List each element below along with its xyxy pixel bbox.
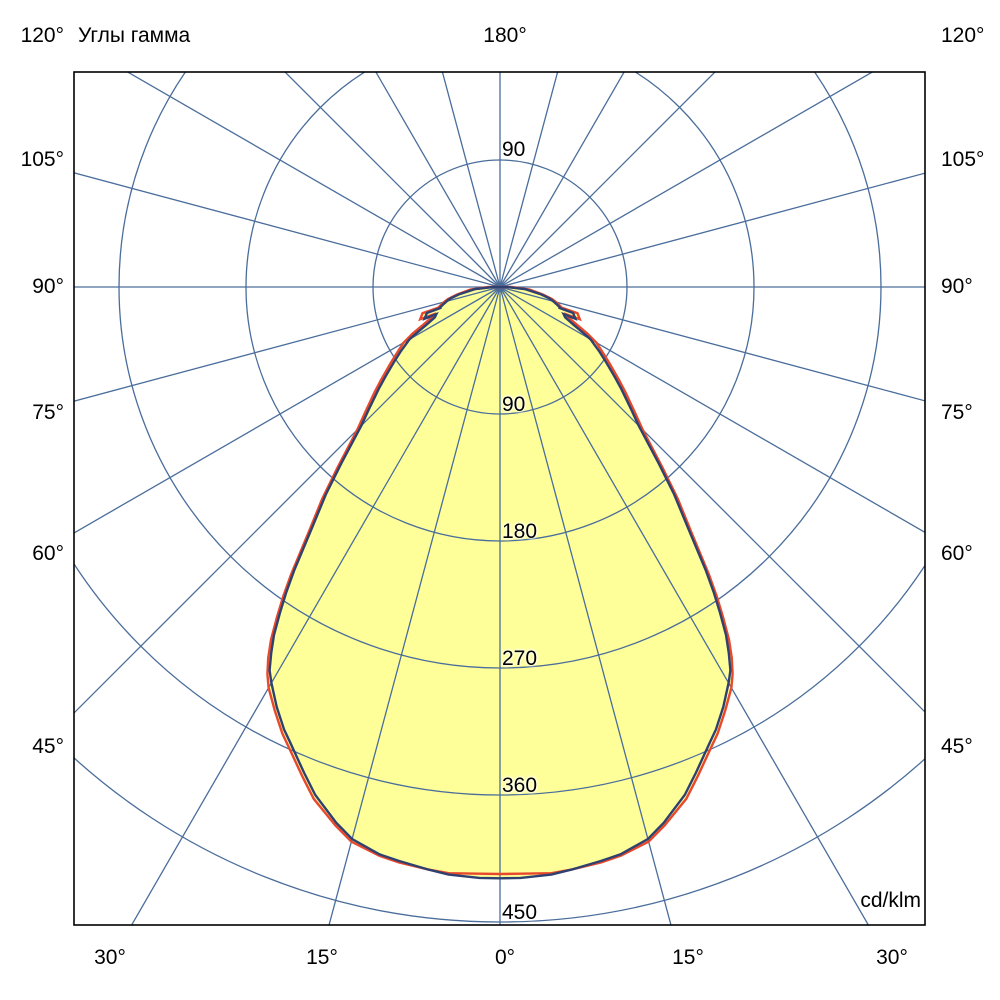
- gamma-ray: [441, 72, 501, 288]
- gamma-label-right-105: 105°: [941, 148, 985, 171]
- gamma-ray: [499, 286, 870, 925]
- gamma-label-top-180: 180°: [483, 24, 527, 47]
- gamma-ray: [126, 72, 501, 288]
- gamma-label-bottom-30L: 30°: [94, 946, 126, 969]
- gamma-label-bottom-0: 0°: [494, 946, 516, 969]
- intensity-curve-plane-C0-180: [266, 285, 734, 876]
- radial-ring-450: [74, 756, 925, 923]
- gamma-ray: [328, 286, 501, 925]
- gamma-label-right-120: 120°: [941, 24, 985, 47]
- ring-value-450: 450: [502, 901, 538, 924]
- gamma-ray: [375, 72, 501, 288]
- gamma-ray: [499, 72, 625, 288]
- intensity-curve-plane-C90-270: [268, 285, 732, 880]
- gamma-ray: [74, 172, 501, 288]
- gamma-ray: [499, 72, 874, 288]
- gamma-ray: [74, 286, 501, 534]
- ring-value-270: 270: [502, 647, 538, 670]
- gamma-label-left-90: 90°: [32, 275, 64, 298]
- gamma-ray: [499, 72, 716, 288]
- gamma-label-left-105: 105°: [20, 148, 64, 171]
- gamma-ray: [499, 286, 925, 713]
- gamma-ray: [130, 286, 501, 925]
- gamma-label-left-60: 60°: [32, 542, 64, 565]
- radial-ring-180: [245, 72, 755, 542]
- gamma-label-left-75: 75°: [32, 401, 64, 424]
- ring-value-90: 90: [502, 393, 526, 416]
- ring-value-180: 180: [502, 520, 538, 543]
- gamma-label-left-45: 45°: [32, 735, 64, 758]
- gamma-ray: [499, 286, 925, 534]
- gamma-label-right-90: 90°: [941, 275, 973, 298]
- gamma-ray: [284, 72, 501, 288]
- gamma-ray: [74, 286, 501, 714]
- ring-value-360: 360: [502, 774, 538, 797]
- plot-border: [73, 71, 926, 926]
- gamma-ray: [499, 72, 559, 288]
- gamma-ray: [499, 286, 672, 925]
- gamma-label-bottom-15R: 15°: [672, 946, 704, 969]
- radial-ring-270: [118, 72, 882, 669]
- gamma-label-right-45: 45°: [941, 735, 973, 758]
- radial-ring-360: [74, 562, 925, 796]
- gamma-label-bottom-30R: 30°: [876, 946, 908, 969]
- gamma-label-bottom-15L: 15°: [306, 946, 338, 969]
- ring-value-90-top: 90: [502, 138, 526, 161]
- gamma-ray: [499, 172, 925, 288]
- gamma-label-left-120: 120°: [20, 24, 64, 47]
- gamma-ray: [74, 286, 501, 402]
- gamma-label-right-75: 75°: [941, 401, 973, 424]
- page-title: Углы гамма: [78, 24, 191, 47]
- gamma-ray: [499, 286, 925, 402]
- gamma-label-right-60: 60°: [941, 542, 973, 565]
- radial-ring-90: [372, 159, 628, 415]
- unit-label: cd/klm: [860, 889, 921, 912]
